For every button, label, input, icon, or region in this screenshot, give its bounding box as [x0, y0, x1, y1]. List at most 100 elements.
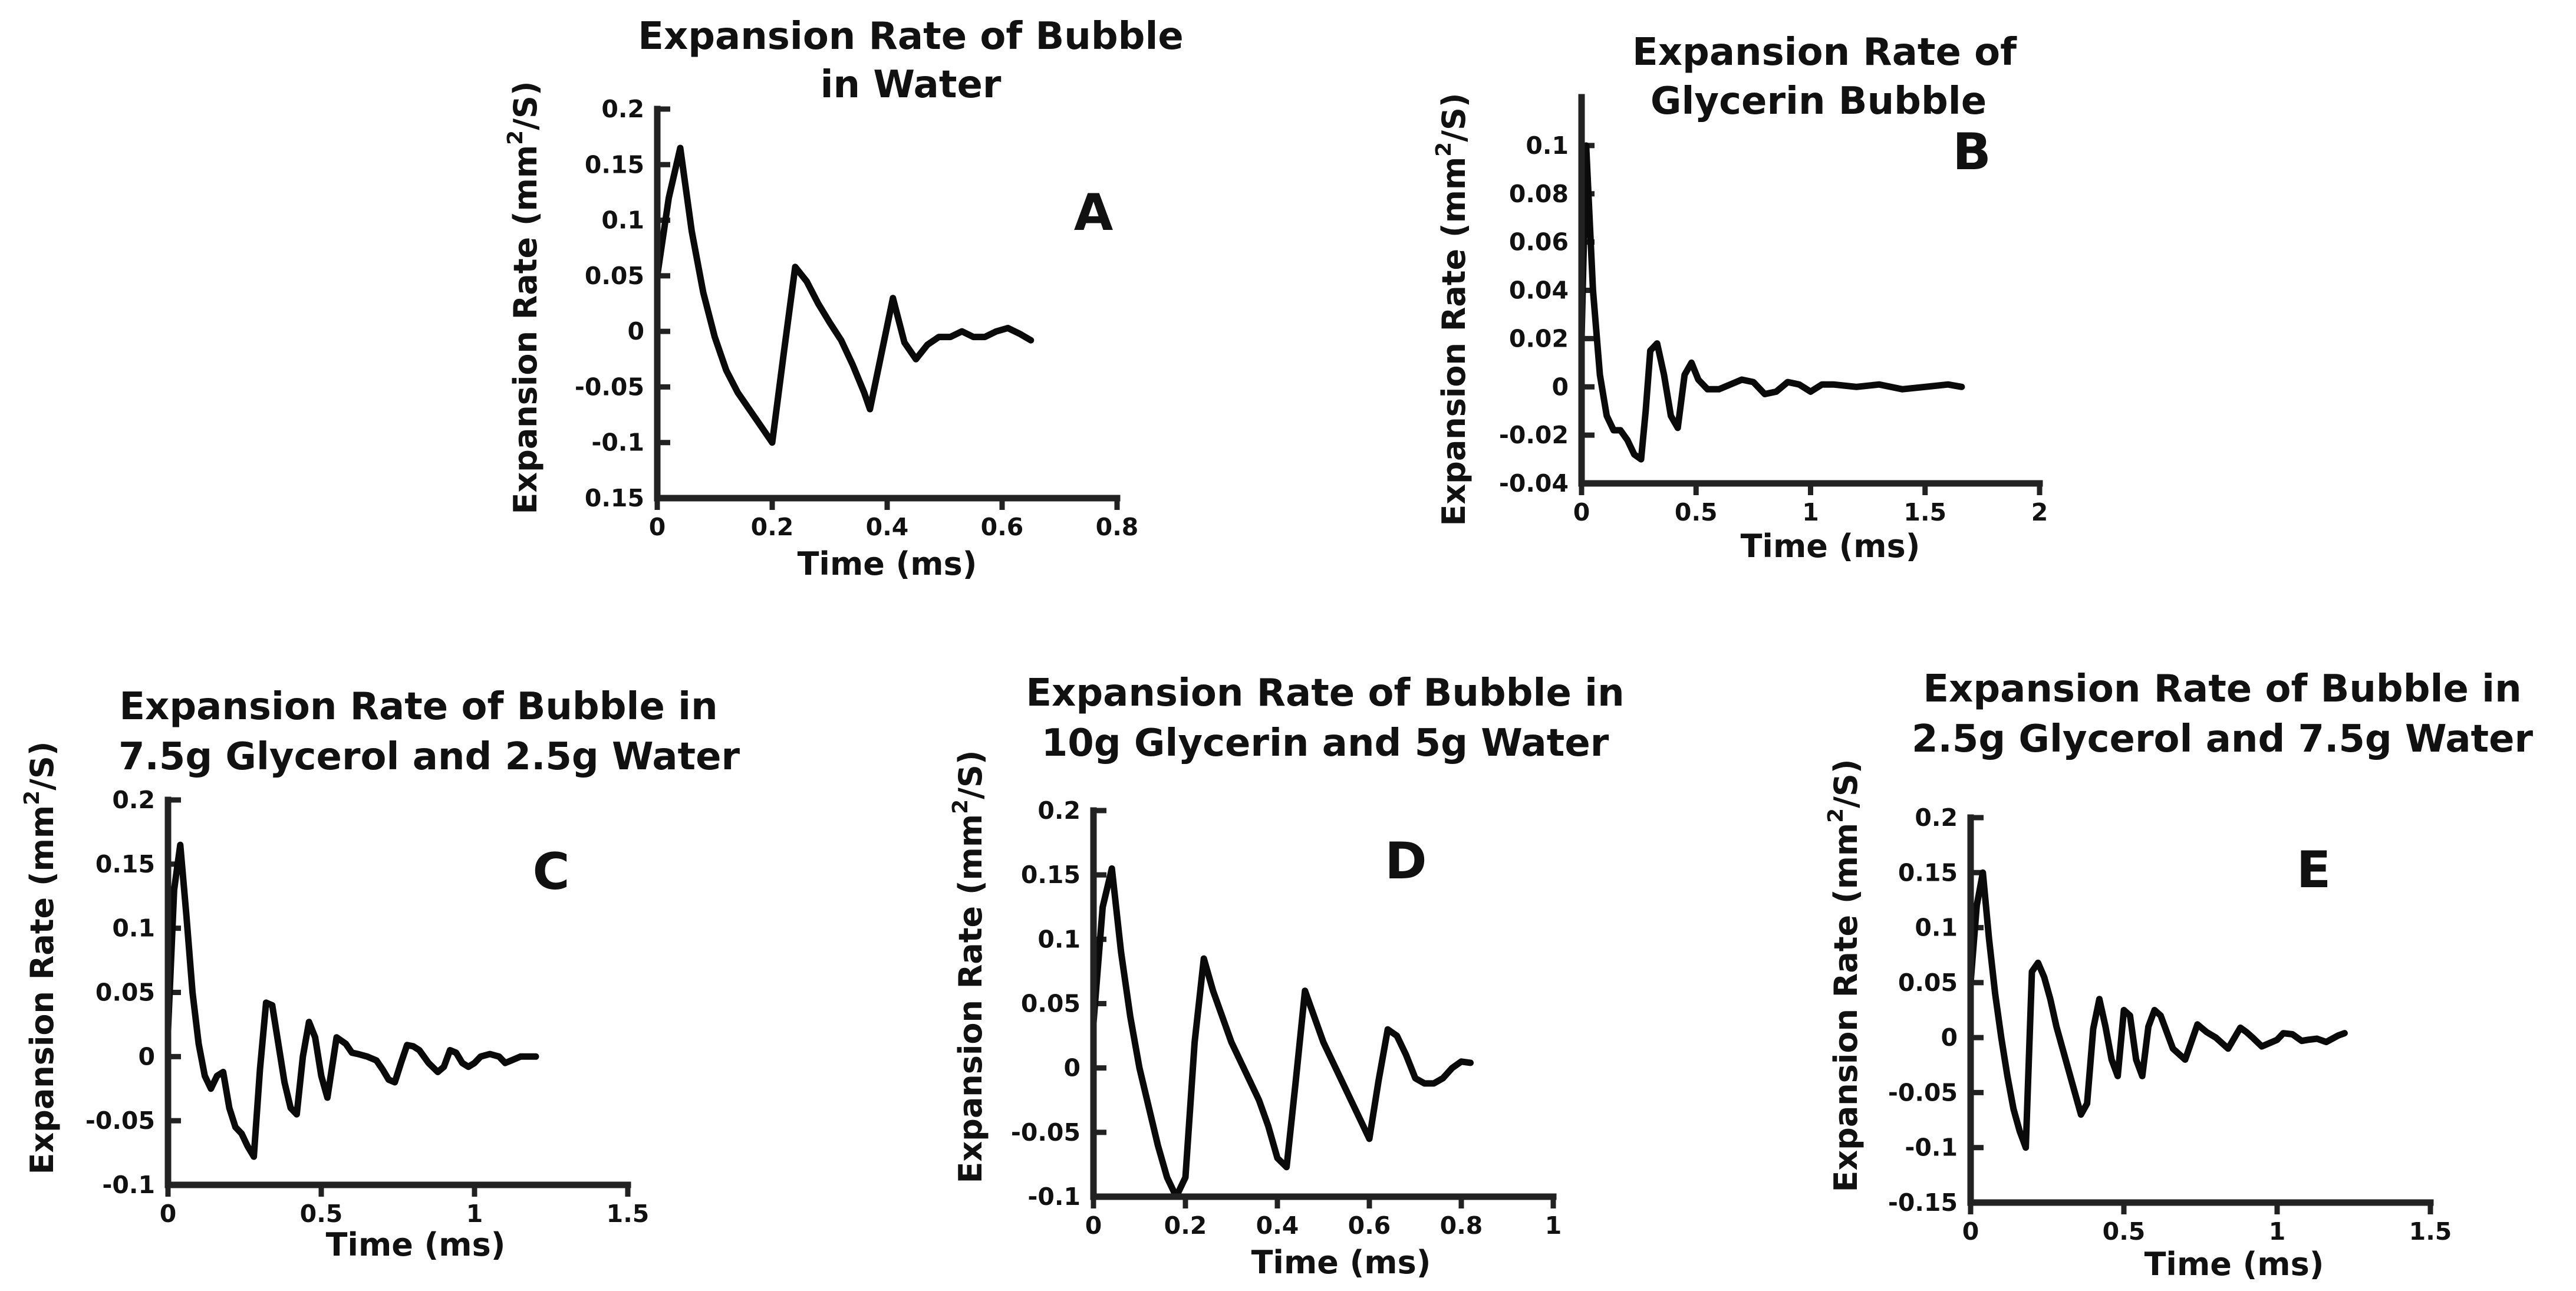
y-axis-label: Expansion Rate (mm2/S) [1824, 759, 1865, 1192]
title-line-2: 2.5g Glycerol and 7.5g Water [1912, 717, 2534, 761]
y-tick-label: -0.1 [591, 429, 644, 457]
ticks: -0.1 -0.05 0 0.05 0.1 0.15 0.2 0 0.5 1 1.5 [85, 786, 650, 1228]
series-line [1578, 142, 1965, 463]
panel-a: Expansion Rate of Bubble in Water A Time… [503, 15, 1184, 582]
y-tick-label: -0.05 [575, 373, 644, 401]
ticks: -0.15 -0.1 -0.05 0 0.05 0.1 0.15 0.2 0 0.5 1 1.5 [1888, 803, 2452, 1246]
x-tick-label: 1.5 [2409, 1217, 2452, 1246]
y-label-units: /S) [1435, 93, 1473, 141]
y-label-units: /S) [952, 750, 989, 799]
y-label-text: Expansion Rate (mm [507, 145, 544, 515]
x-tick-label: 0.8 [1440, 1211, 1483, 1240]
x-axis-label: Time (ms) [1741, 528, 1921, 565]
ticks: 0.15 -0.1 -0.05 0 0.05 0.1 0.15 0.2 0 0.2 0.4 0.6 0.… [575, 95, 1139, 541]
ticks: -0.1 -0.05 0 0.05 0.1 0.15 0.2 0 0.2 0.4 0.6 0.8 1 [1011, 796, 1562, 1240]
panel-b: Expansion Rate of Glycerin Bubble B Time… [1432, 31, 2048, 565]
title-line-1: Expansion Rate of Bubble [638, 15, 1184, 58]
y-tick-label: 0 [627, 317, 644, 345]
x-tick-label: 0.5 [2103, 1217, 2146, 1246]
y-tick-label: 0.1 [1037, 925, 1081, 953]
x-tick-label: 1.5 [1903, 498, 1946, 526]
title-line-2: 7.5g Glycerol and 2.5g Water [118, 735, 740, 779]
x-tick-label: 1.5 [607, 1200, 650, 1228]
x-axis-label: Time (ms) [798, 545, 977, 582]
y-tick-label: 0.15 [1898, 858, 1958, 887]
y-tick-label: -0.1 [102, 1171, 155, 1199]
y-tick-label: 0.06 [1509, 228, 1569, 256]
y-label-units: /S) [507, 81, 544, 130]
y-label-superscript: 2 [503, 130, 528, 145]
y-label-text: Expansion Rate (mm [24, 805, 61, 1175]
x-tick-label: 0.2 [751, 513, 794, 541]
x-axis-label: Time (ms) [326, 1226, 506, 1263]
y-tick-label: 0.05 [1021, 990, 1081, 1018]
title-line-1: Expansion Rate of [1632, 31, 2017, 74]
x-tick-label: 0 [1962, 1217, 1979, 1246]
y-tick-label: 0.05 [95, 979, 155, 1007]
y-tick-label: 0.08 [1509, 180, 1569, 208]
y-tick-label: 0.2 [601, 95, 644, 123]
x-tick-label: 1 [1545, 1211, 1562, 1240]
y-axis-label: Expansion Rate (mm2/S) [1432, 93, 1473, 526]
x-tick-label: 0 [1573, 498, 1590, 526]
x-axis-label: Time (ms) [1251, 1244, 1431, 1281]
series-line [164, 841, 539, 1160]
series-line [654, 144, 1035, 446]
y-label-text: Expansion Rate (mm [952, 814, 989, 1184]
x-tick-label: 0.8 [1096, 513, 1139, 541]
x-tick-label: 0.5 [1675, 498, 1718, 526]
title-line-2: in Water [821, 63, 1002, 107]
title-line-1: Expansion Rate of Bubble in [119, 685, 717, 729]
panel-label: D [1385, 832, 1427, 891]
panel-label: B [1952, 123, 1991, 182]
y-label-units: /S) [24, 741, 61, 790]
y-tick-label: 0.1 [1915, 914, 1958, 942]
y-tick-label: 0.2 [1915, 803, 1958, 832]
y-label-superscript: 2 [1824, 808, 1848, 823]
x-tick-label: 2 [2031, 498, 2048, 526]
series-line [1090, 865, 1474, 1200]
y-tick-label: 0.05 [1898, 969, 1958, 997]
y-label-text: Expansion Rate (mm [1827, 823, 1865, 1193]
axes [164, 796, 631, 1188]
y-label-superscript: 2 [1432, 142, 1456, 157]
axes [1967, 814, 2434, 1206]
y-axis-label: Expansion Rate (mm2/S) [503, 81, 544, 514]
y-tick-label: -0.15 [1888, 1188, 1958, 1217]
title-line-1: Expansion Rate of Bubble in [1026, 671, 1624, 715]
y-tick-label: -0.05 [85, 1106, 155, 1135]
y-label-superscript: 2 [20, 791, 44, 805]
y-tick-label: -0.05 [1011, 1118, 1081, 1147]
y-tick-label: 0.02 [1509, 324, 1569, 353]
panel-e: Expansion Rate of Bubble in 2.5g Glycero… [1824, 667, 2534, 1283]
title-line-2: Glycerin Bubble [1651, 80, 1987, 123]
x-tick-label: 0.4 [1256, 1211, 1299, 1240]
x-axis-label: Time (ms) [2145, 1246, 2324, 1283]
y-tick-label: -0.02 [1499, 421, 1569, 449]
axes [654, 106, 1121, 502]
y-tick-label: -0.04 [1499, 469, 1569, 498]
x-tick-label: 0 [649, 513, 666, 541]
title-line-1: Expansion Rate of Bubble in [1923, 667, 2521, 711]
y-tick-label: 0 [1941, 1023, 1958, 1052]
panel-label: C [532, 842, 569, 901]
y-tick-label: 0.15 [585, 150, 644, 179]
x-tick-label: 1 [1802, 498, 1819, 526]
x-tick-label: 0.4 [866, 513, 909, 541]
y-axis-label: Expansion Rate (mm2/S) [948, 750, 989, 1183]
x-tick-label: 0 [160, 1200, 177, 1228]
y-tick-label: 0.1 [112, 914, 155, 943]
y-tick-label: -0.1 [1027, 1183, 1081, 1211]
panel-d: Expansion Rate of Bubble in 10g Glycerin… [948, 671, 1625, 1281]
x-tick-label: 0 [1085, 1211, 1102, 1240]
y-tick-label: 0 [138, 1042, 155, 1071]
panel-label: E [2297, 841, 2331, 900]
y-tick-label: 0.1 [601, 206, 644, 235]
x-tick-label: 1 [2269, 1217, 2286, 1246]
series-line [1967, 869, 2348, 1151]
x-tick-label: 1 [466, 1200, 483, 1228]
y-tick-label: 0.2 [112, 786, 155, 814]
panel-c: Expansion Rate of Bubble in 7.5g Glycero… [20, 685, 740, 1263]
y-tick-label: -0.05 [1888, 1078, 1958, 1106]
